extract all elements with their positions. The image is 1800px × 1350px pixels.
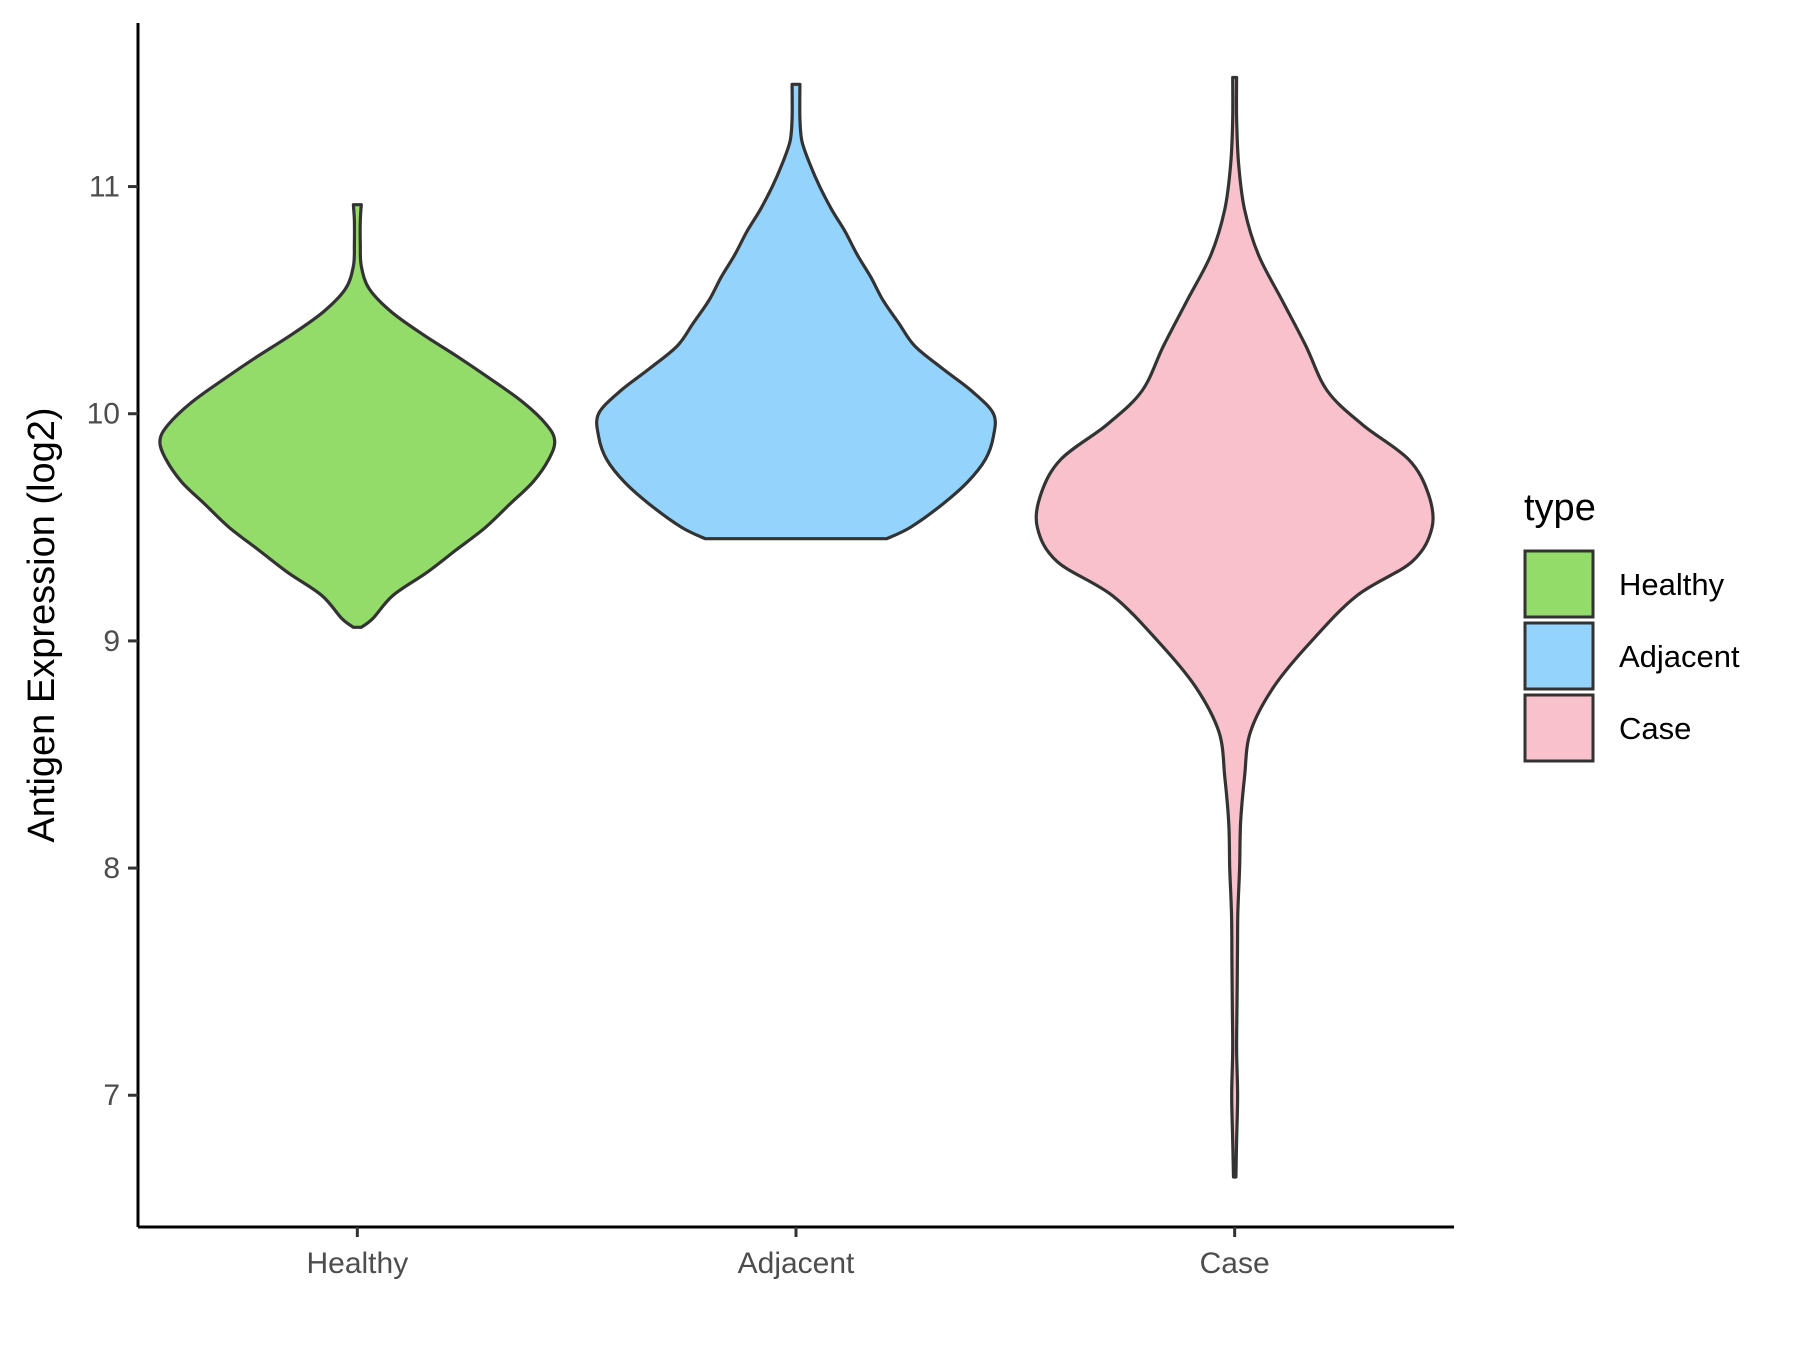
x-tick-label: Adjacent (738, 1247, 855, 1280)
axes-layer: 7 8 9 10 11 Healthy Adjacent Case (87, 23, 1454, 1280)
violin-adjacent (595, 82, 997, 541)
legend-label-adjacent: Adjacent (1619, 639, 1740, 674)
x-tick-label: Case (1200, 1247, 1270, 1280)
y-tick-label: 8 (103, 852, 120, 885)
legend-title: type (1524, 487, 1596, 529)
legend-entries: Healthy Adjacent Case (1523, 549, 1740, 763)
legend: type Healthy Adjacent Case (1523, 487, 1740, 763)
y-ticks: 7 8 9 10 11 (87, 171, 138, 1112)
y-tick-label: 11 (89, 171, 120, 204)
violin-case (1034, 75, 1435, 1179)
legend-key-case (1523, 693, 1595, 763)
y-tick-label: 7 (103, 1079, 120, 1112)
violin-healthy (158, 203, 557, 629)
violin-layer (158, 75, 1435, 1179)
y-axis-title: Antigen Expression (log2) (21, 407, 63, 842)
legend-key-adjacent (1523, 621, 1595, 691)
x-ticks: Healthy Adjacent Case (306, 1227, 1270, 1280)
y-tick-label: 10 (87, 398, 120, 431)
legend-key-healthy (1523, 549, 1595, 619)
x-tick-label: Healthy (306, 1247, 408, 1280)
legend-label-healthy: Healthy (1619, 567, 1725, 602)
legend-label-case: Case (1619, 711, 1691, 746)
y-tick-label: 9 (103, 625, 120, 658)
